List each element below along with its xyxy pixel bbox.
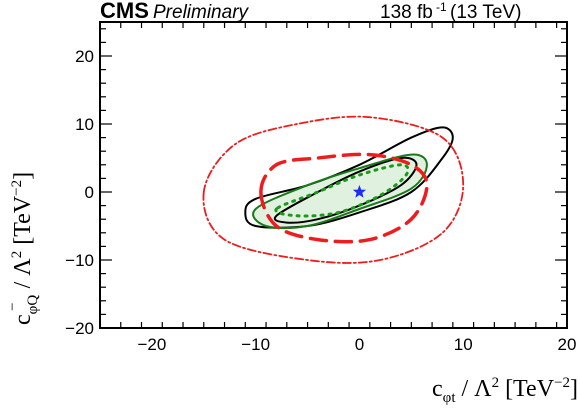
y-tick-label: −20: [65, 319, 94, 338]
y-tick-label: 0: [85, 183, 94, 202]
x-tick-label: −10: [241, 335, 270, 354]
contours: [202, 115, 465, 264]
luminosity-label: 138 fb: [380, 2, 433, 23]
energy-label: (13 TeV): [450, 2, 521, 23]
y-tick-label: −10: [65, 251, 94, 270]
contour-green-dotted: [274, 163, 410, 218]
contour-red-dashed: [259, 152, 429, 244]
preliminary-label: Preliminary: [153, 2, 250, 23]
green-band-fill: [253, 154, 427, 229]
x-tick-label: 20: [558, 335, 577, 354]
x-tick-label: 0: [355, 335, 364, 354]
chart-header: CMS Preliminary 138 fb -1 (13 TeV): [100, 0, 521, 23]
contour-red-dashdot-outer: [202, 115, 465, 264]
y-axis-title: cφQ− / Λ2 [TeV−2]: [5, 172, 41, 325]
sm-point-star: [352, 185, 367, 198]
y-tick-label: 20: [75, 47, 94, 66]
axis-titles: cφt / Λ2 [TeV−2] cφQ− / Λ2 [TeV−2]: [5, 172, 578, 406]
plot-frame: [99, 21, 568, 329]
cms-label: CMS: [100, 0, 149, 23]
axis-ticks: −20 −10 0 10 20 −20 −10 0 10 20: [65, 22, 576, 354]
x-tick-label: −20: [137, 335, 166, 354]
sm-marker-group: [352, 185, 367, 198]
x-tick-label: 10: [454, 335, 473, 354]
y-tick-label: 10: [75, 115, 94, 134]
contour-inner-black: [273, 156, 418, 224]
x-axis-title: cφt / Λ2 [TeV−2]: [432, 375, 578, 406]
luminosity-exponent: -1: [436, 0, 447, 14]
